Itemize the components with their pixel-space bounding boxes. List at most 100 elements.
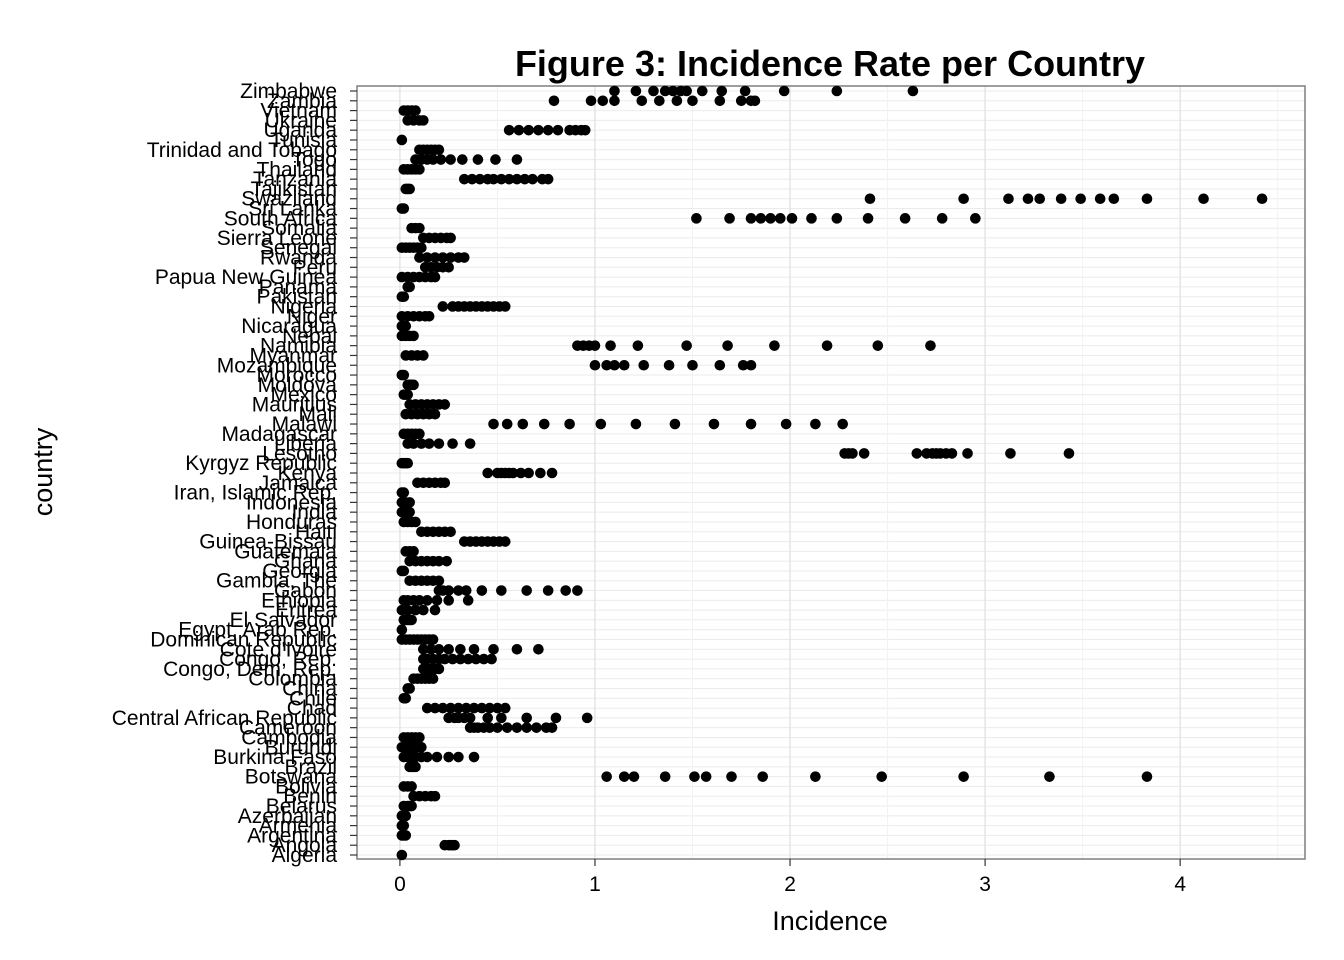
data-point xyxy=(484,722,495,733)
y-tick-label: Honduras xyxy=(246,511,337,534)
data-point xyxy=(462,595,474,606)
data-point xyxy=(691,213,702,224)
data-point xyxy=(429,271,441,283)
data-point xyxy=(735,95,747,107)
y-tick-label: Algeria xyxy=(272,844,338,867)
data-point xyxy=(806,213,817,224)
data-point xyxy=(458,252,470,263)
data-point xyxy=(810,418,821,430)
y-tick-label: Burkina Faso xyxy=(213,746,337,769)
y-tick-label: Mexico xyxy=(270,384,337,407)
data-point xyxy=(439,477,451,489)
data-point xyxy=(1108,193,1120,205)
data-point xyxy=(601,359,612,371)
data-point xyxy=(404,683,415,694)
y-tick-label: Eritrea xyxy=(275,599,337,622)
data-point xyxy=(443,262,454,273)
y-tick-label: Ghana xyxy=(274,550,337,573)
data-point xyxy=(663,359,675,371)
data-point xyxy=(739,85,751,97)
y-tick-label: Pakistan xyxy=(256,286,337,309)
data-point xyxy=(1198,193,1209,205)
data-point xyxy=(455,653,466,665)
data-point xyxy=(519,173,531,185)
data-point xyxy=(609,85,620,97)
data-point xyxy=(492,702,503,714)
data-point xyxy=(722,340,733,351)
data-point xyxy=(408,330,419,342)
data-point xyxy=(745,418,757,430)
data-point xyxy=(535,467,546,479)
data-point xyxy=(416,741,427,753)
y-tick-label: Haiti xyxy=(295,521,337,544)
data-point xyxy=(466,173,478,185)
data-point xyxy=(404,506,415,518)
data-point xyxy=(418,350,429,361)
y-tick-label: Bolivia xyxy=(275,775,337,798)
data-point xyxy=(410,604,421,616)
data-point xyxy=(687,95,698,107)
y-tick-label: Moldova xyxy=(258,374,338,397)
data-point xyxy=(745,213,757,224)
data-point xyxy=(769,340,780,351)
data-point xyxy=(496,712,507,724)
data-point xyxy=(546,722,558,733)
data-point xyxy=(958,771,969,782)
y-tick-label: Papua New Guinea xyxy=(155,266,337,289)
data-point xyxy=(443,595,454,606)
data-point xyxy=(1094,193,1106,205)
y-tick-label: Vietnam xyxy=(260,100,337,123)
data-point xyxy=(681,340,692,351)
data-point xyxy=(542,124,554,136)
data-point xyxy=(724,213,735,224)
data-point xyxy=(589,340,601,351)
data-point xyxy=(533,124,544,136)
data-point xyxy=(418,644,429,655)
data-point xyxy=(464,438,476,449)
data-point xyxy=(533,644,544,655)
data-point xyxy=(414,595,425,606)
data-point xyxy=(421,595,433,606)
x-tick-label: 0 xyxy=(394,873,406,896)
y-tick-label: Mozambique xyxy=(217,354,337,377)
data-point xyxy=(453,585,464,596)
data-point xyxy=(872,340,884,351)
data-point xyxy=(511,722,523,733)
y-tick-label: Morocco xyxy=(256,364,337,387)
data-point xyxy=(847,448,858,459)
y-tick-label: Indonesia xyxy=(246,491,337,514)
y-tick-label: Benin xyxy=(283,785,337,808)
y-tick-label: Swaziland xyxy=(241,188,337,211)
gridlines xyxy=(357,86,1305,859)
data-point xyxy=(431,595,443,606)
data-point xyxy=(433,575,445,587)
y-tick-label: Rwanda xyxy=(260,247,337,270)
data-point xyxy=(408,546,419,557)
data-point xyxy=(907,85,919,97)
data-point xyxy=(488,173,499,185)
data-point xyxy=(755,213,767,224)
data-point xyxy=(406,614,417,626)
y-tick-label: Somalia xyxy=(261,217,337,240)
data-point xyxy=(408,379,419,391)
y-tick-label: Armenia xyxy=(259,815,338,838)
data-point xyxy=(585,95,597,107)
data-point xyxy=(443,751,454,763)
data-point xyxy=(404,183,415,195)
data-point xyxy=(659,771,671,782)
data-point xyxy=(468,644,480,655)
data-point xyxy=(925,340,936,351)
y-tick-label: Chad xyxy=(287,697,337,720)
data-point xyxy=(443,644,454,655)
y-tick-label: Central African Republic xyxy=(112,707,337,730)
data-point xyxy=(429,702,441,714)
y-tick-label: Botswana xyxy=(245,766,338,789)
data-point xyxy=(476,702,488,714)
data-point xyxy=(862,213,874,224)
data-point xyxy=(521,722,533,733)
data-point xyxy=(410,516,421,528)
data-point xyxy=(470,653,482,665)
data-point xyxy=(429,408,441,420)
data-point xyxy=(858,448,870,459)
data-point xyxy=(503,173,515,185)
